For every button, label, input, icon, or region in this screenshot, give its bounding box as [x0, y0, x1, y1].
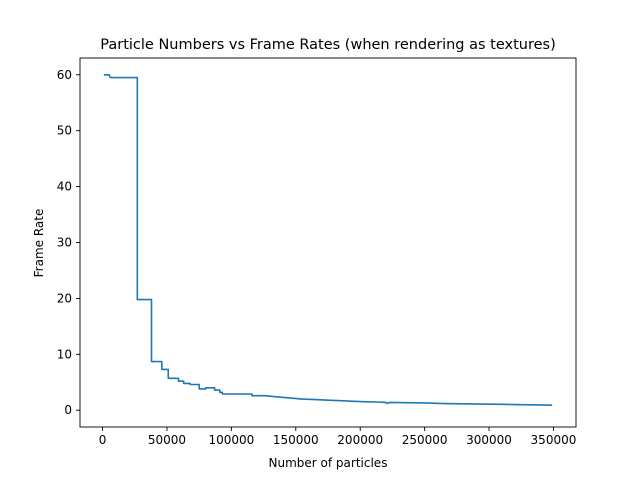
y-axis-ticks: 0 10 20 30 40 50 60 [57, 68, 80, 417]
x-tick-label: 50000 [148, 433, 186, 447]
y-tick-label: 50 [57, 124, 72, 138]
axes-frame [79, 57, 577, 428]
series-line [103, 73, 553, 406]
y-tick-label: 60 [57, 68, 72, 82]
y-tick-label: 30 [57, 236, 72, 250]
y-tick-label: 0 [64, 403, 72, 417]
x-tick-label: 300000 [466, 433, 512, 447]
x-tick-label: 0 [99, 433, 107, 447]
y-tick-label: 10 [57, 347, 72, 361]
y-tick-label: 40 [57, 180, 72, 194]
x-axis-label: Number of particles [269, 456, 388, 470]
x-tick-label: 200000 [337, 433, 383, 447]
x-axis-ticks: 0 50000 100000 150000 200000 250000 300000 3500… [99, 427, 577, 447]
x-tick-label: 150000 [273, 433, 319, 447]
chart-title: Particle Numbers vs Frame Rates (when re… [100, 37, 555, 53]
y-axis-label: Frame Rate [32, 209, 46, 278]
x-tick-label: 350000 [531, 433, 577, 447]
x-tick-label: 250000 [402, 433, 448, 447]
x-tick-label: 100000 [208, 433, 254, 447]
y-tick-label: 20 [57, 291, 72, 305]
